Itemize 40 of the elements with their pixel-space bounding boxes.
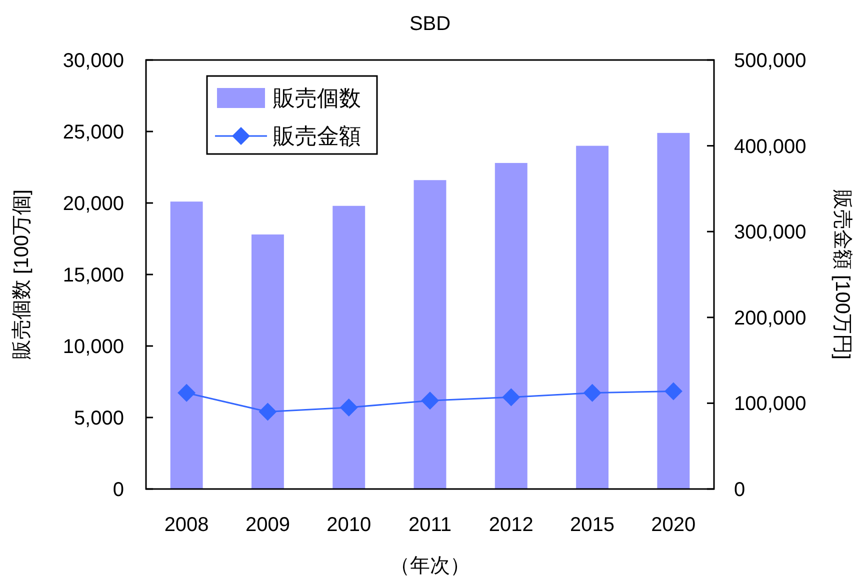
- point: [664, 382, 682, 400]
- y2-tick-label: 0: [734, 479, 746, 501]
- x-axis-title: （年次）: [390, 555, 470, 576]
- point: [258, 402, 277, 421]
- point: [583, 384, 602, 402]
- y-tick-label: 30,000: [62, 50, 124, 72]
- y-tick-label: 0: [112, 479, 124, 501]
- point: [340, 398, 358, 416]
- y-tick-label: 25,000: [62, 122, 124, 144]
- y-tick-label: 5,000: [74, 408, 124, 430]
- y2-axis-title: 販売金額 [100万円]: [831, 189, 853, 360]
- x-tick-label: 2009: [245, 514, 290, 536]
- legend-label: 販売金額: [273, 124, 361, 149]
- y-tick-label: 10,000: [62, 336, 124, 358]
- y2-tick-label: 500,000: [734, 50, 806, 72]
- x-tick-label: 2008: [164, 514, 209, 536]
- x-tick-label: 2012: [488, 514, 534, 536]
- legend-label: 販売個数: [273, 86, 361, 111]
- y2-tick-label: 200,000: [734, 307, 806, 330]
- y-axis-title: 販売個数 [100万個]: [11, 189, 33, 360]
- bar: [251, 234, 284, 489]
- y-tick-label: 15,000: [62, 264, 124, 286]
- y-tick-label: 20,000: [62, 193, 124, 215]
- bar: [170, 202, 203, 489]
- bar: [576, 146, 609, 489]
- x-tick-label: 2011: [408, 514, 452, 536]
- point: [421, 392, 439, 410]
- bar: [657, 132, 690, 489]
- y2-tick-label: 300,000: [734, 222, 806, 244]
- y2-tick-label: 100,000: [734, 393, 806, 416]
- x-tick-label: 2010: [326, 514, 372, 536]
- point: [178, 384, 196, 402]
- bar: [414, 180, 446, 489]
- x-tick-label: 2015: [570, 514, 615, 536]
- x-tick-label: 2020: [651, 514, 696, 536]
- bar: [332, 206, 366, 489]
- chart-title: SBD: [409, 13, 451, 35]
- point: [502, 388, 520, 406]
- y2-tick-label: 400,000: [734, 136, 806, 158]
- bar: [494, 162, 528, 489]
